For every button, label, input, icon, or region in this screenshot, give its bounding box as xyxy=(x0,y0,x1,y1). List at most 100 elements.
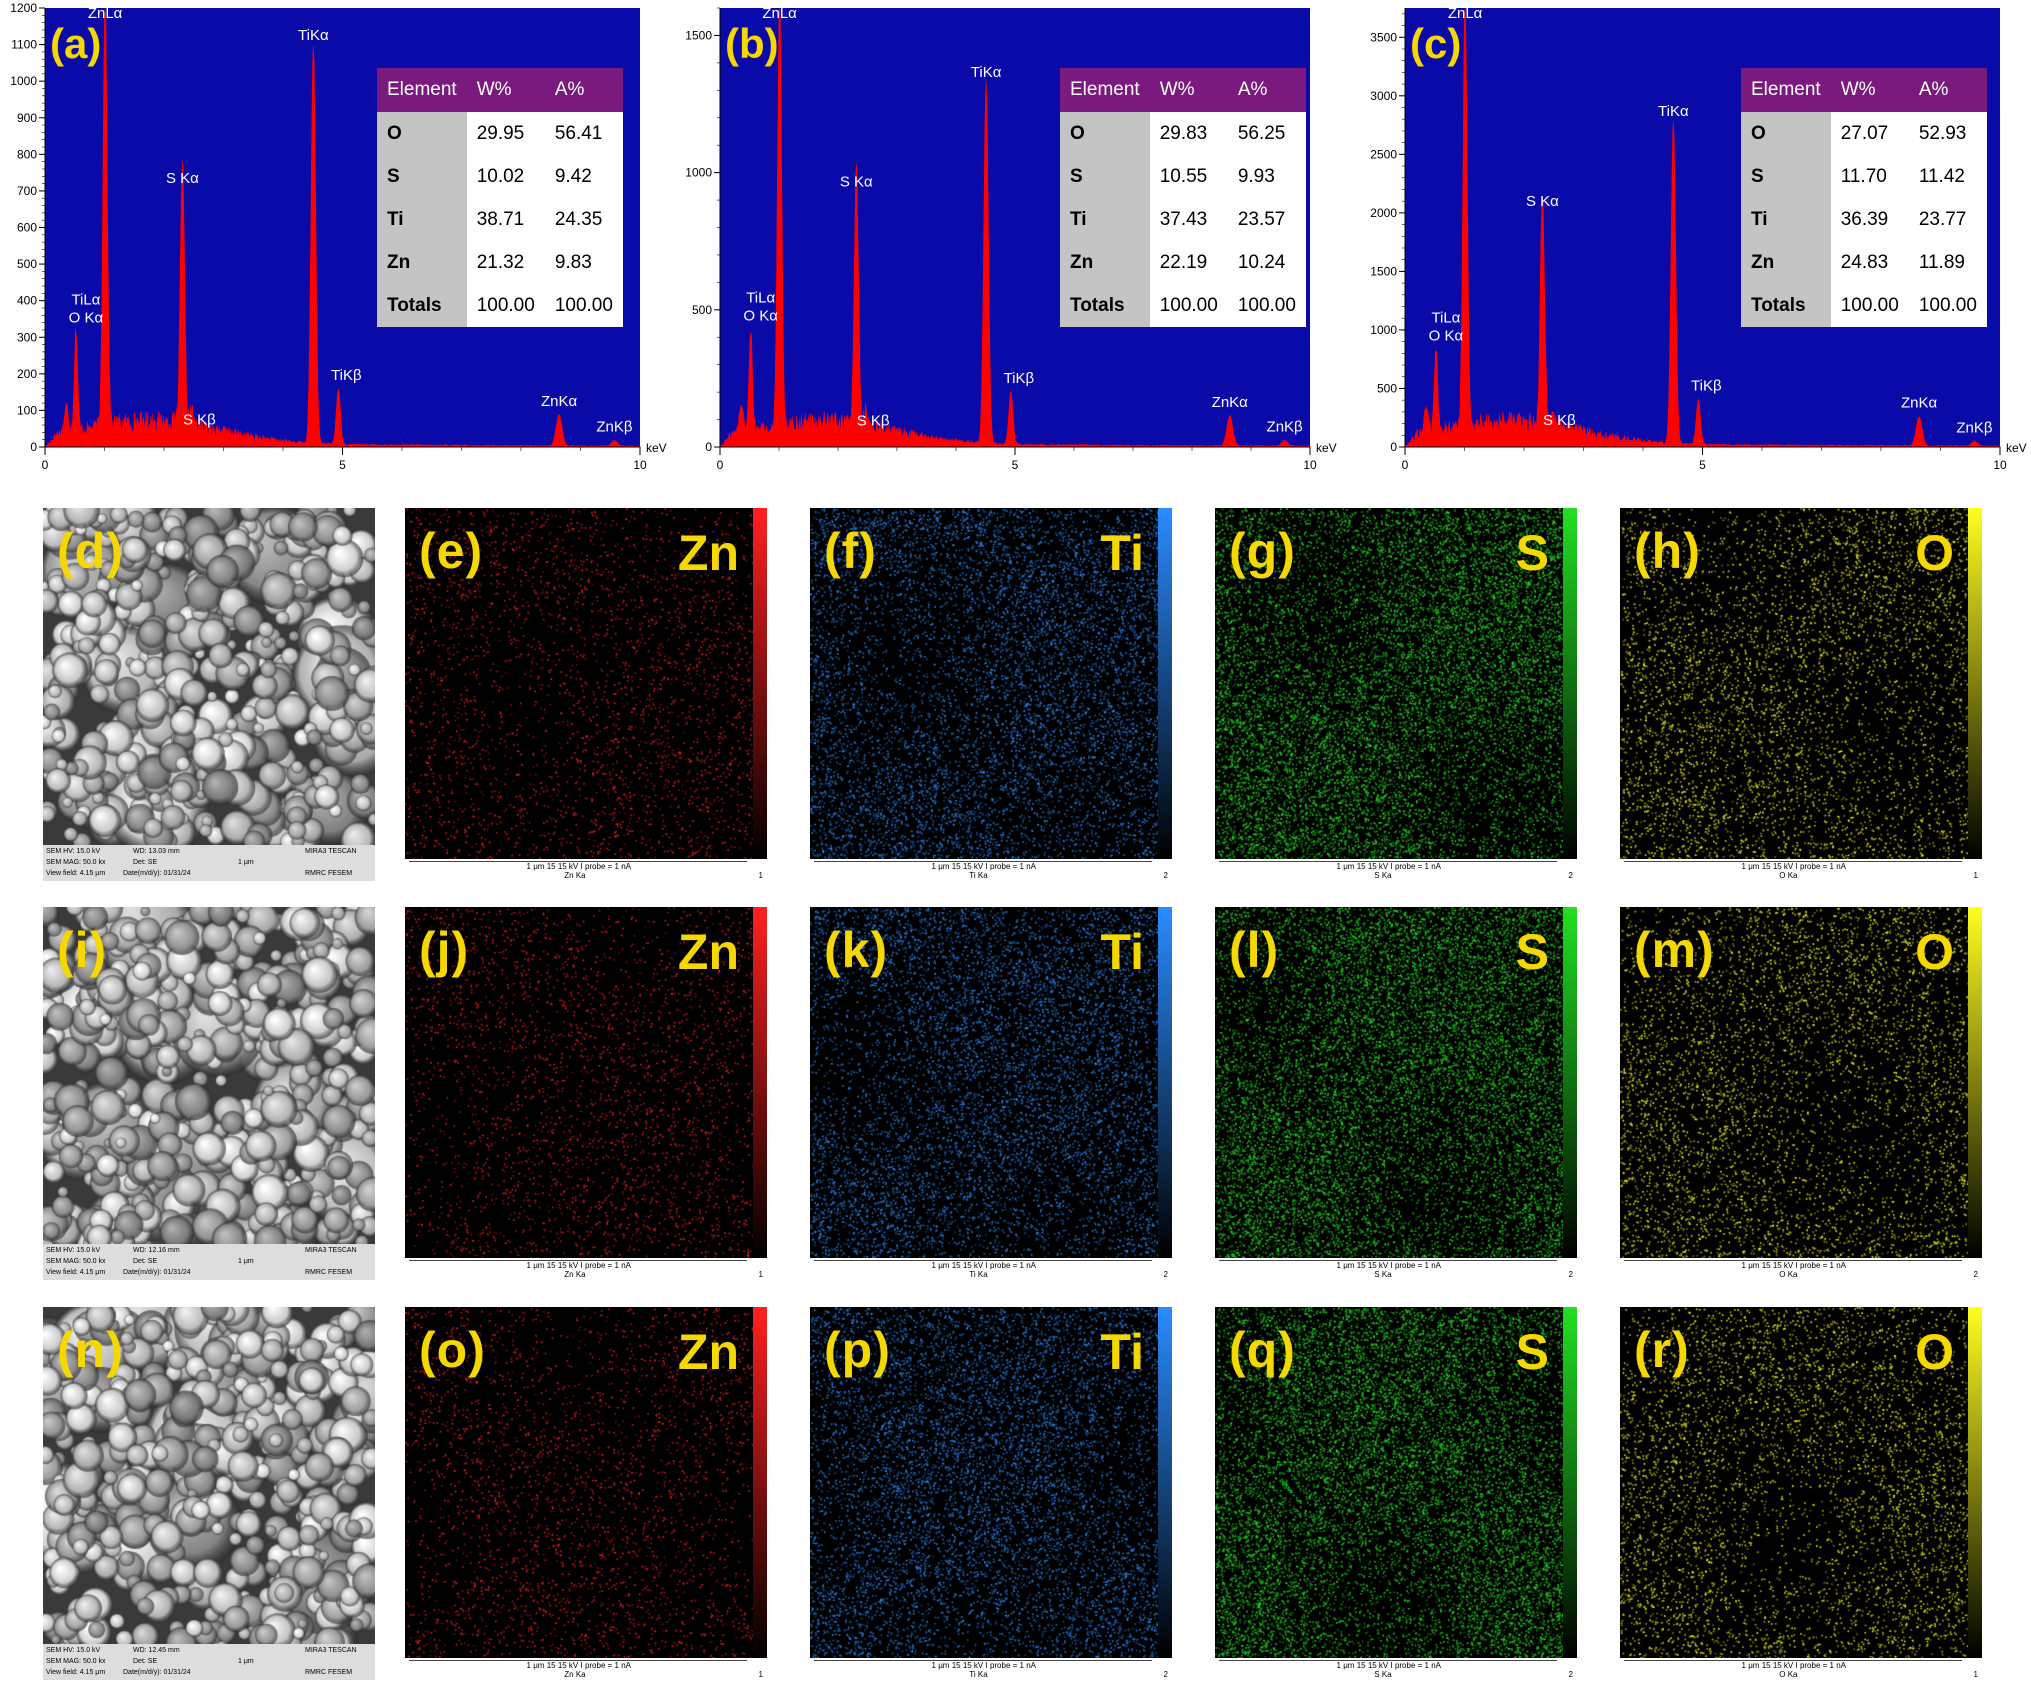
value-cell: 38.71 xyxy=(466,198,545,241)
peak-label: ZnLα xyxy=(88,5,123,22)
element-label: Ti xyxy=(1100,924,1144,980)
spectrum-trace xyxy=(44,7,641,448)
composition-table-b: Element W% A% O 29.83 56.25 S 10.55 9.93 Ti 37.43 2… xyxy=(1060,68,1306,327)
element-distribution xyxy=(405,1307,767,1658)
map-element-line-label: Ti Ka xyxy=(969,1670,988,1679)
sem-image-panel: (d) SEM HV: 15.0 kV WD: 13.03 mm SEM MAG: 5… xyxy=(43,508,375,881)
peak-label: TiKα xyxy=(971,64,1002,81)
map-element-line-label: Ti Ka xyxy=(969,1270,988,1279)
scale-line xyxy=(1219,1660,1557,1661)
sem-info-text: RMRC FESEM xyxy=(305,1669,353,1676)
element-cell: Zn xyxy=(1741,241,1831,284)
map-scale-max: 2 xyxy=(1973,1270,1978,1279)
composition-table-c: Element W% A% O 27.07 52.93 S 11.70 11.42 Ti 36.39… xyxy=(1741,68,1987,327)
panel-label: (i) xyxy=(57,922,108,978)
peak-label: ZnKβ xyxy=(596,419,633,436)
y-tick-label: 100 xyxy=(17,403,37,417)
panel-label: (o) xyxy=(419,1322,486,1378)
sem-info-text: WD: 12.16 mm xyxy=(133,1247,180,1254)
table-header-cell: Element xyxy=(1060,68,1150,112)
map-element-line-label: O Ka xyxy=(1779,871,1798,880)
y-tick-label: 3000 xyxy=(1370,89,1397,103)
spectrum-trace xyxy=(719,8,1311,448)
value-cell: 24.35 xyxy=(544,198,623,241)
x-tick-label: 10 xyxy=(633,458,647,472)
table-header-row: Element W% A% xyxy=(1060,68,1306,112)
sem-info-text: SEM HV: 15.0 kV xyxy=(46,1647,101,1654)
map-scale-max: 1 xyxy=(758,871,763,880)
panel-label: (q) xyxy=(1229,1322,1296,1378)
table-header-cell: Element xyxy=(377,68,467,112)
peak-label: ZnKα xyxy=(1212,394,1249,411)
color-scale-bar xyxy=(1968,1307,1982,1658)
table-row: O 29.95 56.41 xyxy=(377,112,623,155)
element-cell: Zn xyxy=(377,241,467,284)
map-scale-max: 1 xyxy=(758,1670,763,1679)
y-tick-label: 2000 xyxy=(1370,206,1397,220)
elemental-map-ti: (k) Ti 1 μm 15 15 kV I probe = 1 nA Ti Ka 2 xyxy=(810,907,1172,1280)
x-axis-label: keV xyxy=(2006,441,2027,455)
map-scale-text: 1 μm 15 15 kV I probe = 1 nA xyxy=(931,862,1036,871)
element-cell: S xyxy=(1741,155,1831,198)
panel-label: (f) xyxy=(824,523,877,579)
panel-label: (l) xyxy=(1229,922,1280,978)
y-tick-label: 0 xyxy=(1390,440,1397,454)
color-scale-bar xyxy=(1158,907,1172,1258)
sem-info-text: WD: 12.45 mm xyxy=(133,1647,180,1654)
element-distribution xyxy=(405,508,767,859)
x-tick-label: 0 xyxy=(1402,458,1409,472)
value-cell: 22.19 xyxy=(1149,241,1228,284)
map-scale-text: 1 μm 15 15 kV I probe = 1 nA xyxy=(1741,1261,1846,1270)
sem-info-text: RMRC FESEM xyxy=(305,1269,353,1276)
sem-info-text: 1 μm xyxy=(238,1658,254,1665)
map-scale-max: 2 xyxy=(1163,1670,1168,1679)
y-tick-label: 1500 xyxy=(685,28,712,42)
value-cell: 100.00 xyxy=(466,284,545,327)
spectrum-panel-a: 0 100 200 300 400 500 600 700 800 900 1000 1100 1200… xyxy=(0,0,666,490)
scale-line xyxy=(409,1660,747,1661)
x-axis-label: keV xyxy=(646,441,667,455)
value-cell: 52.93 xyxy=(1908,112,1987,155)
peak-label: TiKβ xyxy=(1004,370,1035,387)
sem-info-text: Det: SE xyxy=(133,1658,158,1665)
table-header-cell: A% xyxy=(1227,68,1306,112)
value-cell: 10.02 xyxy=(466,155,545,198)
sem-info-text: SEM MAG: 50.0 kx xyxy=(46,1658,106,1665)
peak-label: ZnLα xyxy=(762,5,797,22)
sem-info-bar: SEM HV: 15.0 kV WD: 13.03 mm SEM MAG: 50.0… xyxy=(43,845,375,881)
sem-info-text: RMRC FESEM xyxy=(305,870,353,877)
x-tick-label: 5 xyxy=(339,458,346,472)
table-row: Totals 100.00 100.00 xyxy=(1060,284,1306,327)
peak-label: S Kα xyxy=(166,170,199,187)
map-info-bar: 1 μm 15 15 kV I probe = 1 nA Zn Ka 1 xyxy=(405,1258,767,1280)
peak-label: O Kα xyxy=(69,310,104,327)
value-cell: 9.93 xyxy=(1227,155,1306,198)
elemental-map-s: (l) S 1 μm 15 15 kV I probe = 1 nA S Ka 2 xyxy=(1215,907,1577,1280)
y-tick-label: 600 xyxy=(17,221,37,235)
value-cell: 56.25 xyxy=(1227,112,1306,155)
y-tick-label: 1200 xyxy=(10,1,37,15)
composition-table-a: Element W% A% O 29.95 56.41 S 10.02 9.42 Ti 38.71 2… xyxy=(377,68,623,327)
elemental-map-o: (r) O 1 μm 15 15 kV I probe = 1 nA O Ka 1 xyxy=(1620,1307,1982,1680)
element-cell: Ti xyxy=(1741,198,1831,241)
scale-line xyxy=(814,1660,1152,1661)
table-header-row: Element W% A% xyxy=(377,68,623,112)
x-axis-label: keV xyxy=(1316,441,1337,455)
panel-label: (k) xyxy=(824,922,889,978)
y-tick-label: 3500 xyxy=(1370,30,1397,44)
map-scale-text: 1 μm 15 15 kV I probe = 1 nA xyxy=(931,1261,1036,1270)
y-tick-label: 1100 xyxy=(11,38,37,52)
panel-label: (c) xyxy=(1410,20,1461,67)
element-distribution xyxy=(1620,1307,1982,1658)
value-cell: 29.95 xyxy=(466,112,545,155)
map-element-line-label: Zn Ka xyxy=(564,871,586,880)
elemental-map-ti: (p) Ti 1 μm 15 15 kV I probe = 1 nA Ti Ka 2 xyxy=(810,1307,1172,1680)
element-distribution xyxy=(1215,508,1577,859)
map-info-bar: 1 μm 15 15 kV I probe = 1 nA O Ka 1 xyxy=(1620,859,1982,881)
sem-info-text: View field: 4.15 μm xyxy=(46,1669,106,1676)
color-scale-bar xyxy=(753,1307,767,1658)
map-element-line-label: Zn Ka xyxy=(564,1270,586,1279)
table-row: O 27.07 52.93 xyxy=(1741,112,1987,155)
x-tick-label: 5 xyxy=(1012,458,1019,472)
table-row: Zn 21.32 9.83 xyxy=(377,241,623,284)
